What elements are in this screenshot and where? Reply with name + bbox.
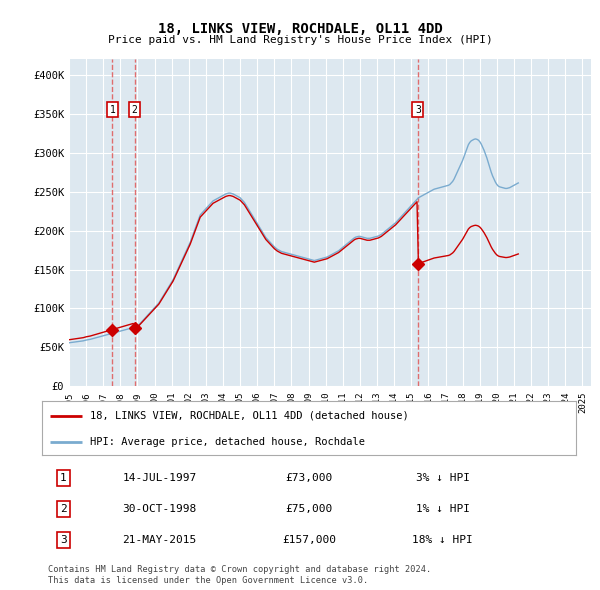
Text: Price paid vs. HM Land Registry's House Price Index (HPI): Price paid vs. HM Land Registry's House … — [107, 35, 493, 45]
Text: Contains HM Land Registry data © Crown copyright and database right 2024.: Contains HM Land Registry data © Crown c… — [48, 565, 431, 574]
Text: 18, LINKS VIEW, ROCHDALE, OL11 4DD: 18, LINKS VIEW, ROCHDALE, OL11 4DD — [158, 22, 442, 37]
Text: £75,000: £75,000 — [286, 504, 332, 514]
Text: 3: 3 — [415, 104, 421, 114]
Text: This data is licensed under the Open Government Licence v3.0.: This data is licensed under the Open Gov… — [48, 576, 368, 585]
Text: 18, LINKS VIEW, ROCHDALE, OL11 4DD (detached house): 18, LINKS VIEW, ROCHDALE, OL11 4DD (deta… — [90, 411, 409, 421]
Text: 1% ↓ HPI: 1% ↓ HPI — [415, 504, 470, 514]
Text: 30-OCT-1998: 30-OCT-1998 — [122, 504, 197, 514]
Text: £157,000: £157,000 — [282, 535, 336, 545]
Text: 14-JUL-1997: 14-JUL-1997 — [122, 473, 197, 483]
Text: 2: 2 — [60, 504, 67, 514]
Text: 3: 3 — [60, 535, 67, 545]
Text: 1: 1 — [110, 104, 115, 114]
Text: 18% ↓ HPI: 18% ↓ HPI — [412, 535, 473, 545]
Text: 21-MAY-2015: 21-MAY-2015 — [122, 535, 197, 545]
Text: 3% ↓ HPI: 3% ↓ HPI — [415, 473, 470, 483]
Text: 1: 1 — [60, 473, 67, 483]
Text: HPI: Average price, detached house, Rochdale: HPI: Average price, detached house, Roch… — [90, 437, 365, 447]
Text: 2: 2 — [131, 104, 137, 114]
Text: £73,000: £73,000 — [286, 473, 332, 483]
